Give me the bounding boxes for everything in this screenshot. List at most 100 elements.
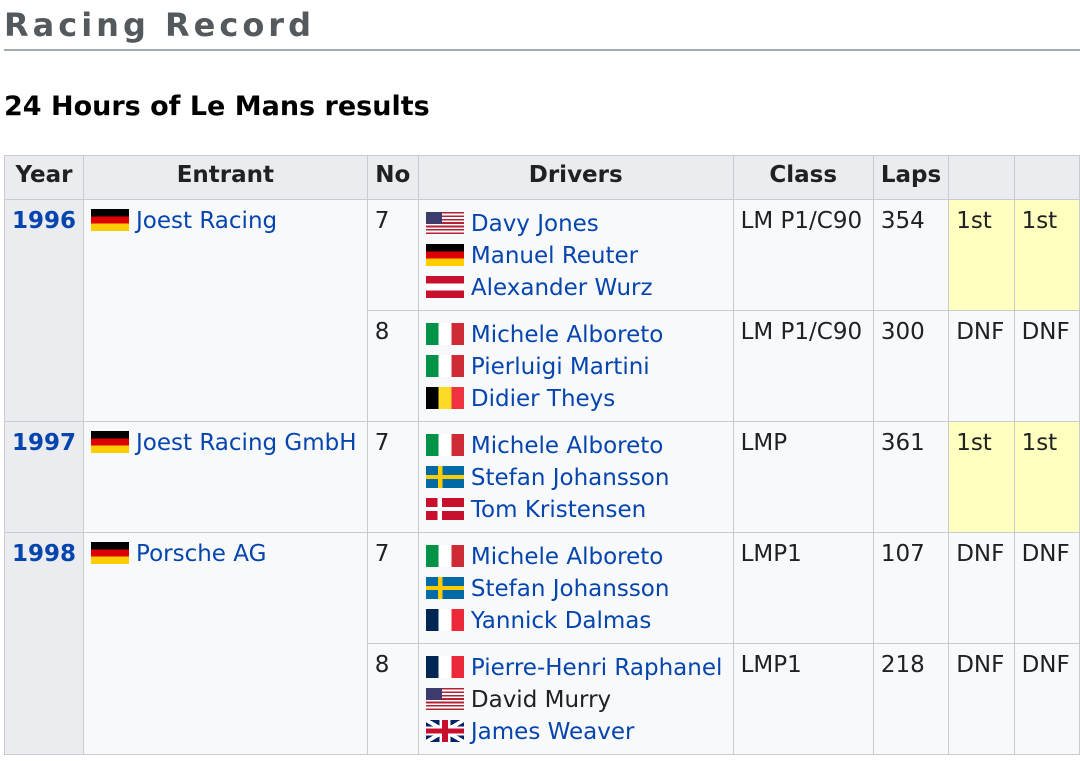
entrant-link[interactable]: Joest Racing	[136, 208, 278, 234]
driver-item: Pierre-Henri Raphanel	[425, 652, 726, 684]
germany-flag-icon	[91, 431, 130, 453]
driver-link[interactable]: James Weaver	[470, 719, 635, 745]
header-no: No	[366, 155, 419, 200]
france-flag-icon	[425, 656, 464, 678]
driver-item: Alexander Wurz	[425, 272, 726, 304]
germany-flag-icon	[91, 542, 130, 564]
position-cell: 1st	[948, 199, 1015, 311]
belgium-flag-icon	[425, 387, 464, 409]
driver-link[interactable]: Michele Alboreto	[470, 322, 664, 348]
class-position-cell: 1st	[1013, 199, 1080, 311]
laps-cell: 107	[872, 532, 950, 644]
class-cell: LM P1/C90	[732, 199, 874, 311]
driver-link[interactable]: Tom Kristensen	[470, 497, 647, 523]
driver-item: Michele Alboreto	[425, 430, 726, 462]
header-entrant: Entrant	[83, 155, 368, 200]
driver-link[interactable]: Michele Alboreto	[470, 433, 664, 459]
class-position-cell: DNF	[1013, 532, 1080, 644]
entrant-link[interactable]: Porsche AG	[136, 541, 267, 567]
class-cell: LMP1	[732, 532, 874, 644]
driver-item: David Murry	[425, 684, 726, 716]
driver-item: Pierluigi Martini	[425, 351, 726, 383]
laps-cell: 218	[872, 643, 950, 755]
year-cell: 1996	[3, 199, 85, 422]
subsection-title: 24 Hours of Le Mans results	[4, 91, 430, 122]
drivers-cell: Michele Alboreto Stefan Johansson Tom Kris…	[417, 421, 734, 533]
italy-flag-icon	[425, 323, 464, 345]
italy-flag-icon	[425, 434, 464, 456]
position-cell: 1st	[948, 421, 1015, 533]
laps-cell: 300	[872, 310, 950, 422]
year-link[interactable]: 1997	[12, 430, 77, 456]
class-cell: LMP1	[732, 643, 874, 755]
car-number: 7	[366, 421, 419, 533]
italy-flag-icon	[425, 545, 464, 567]
driver-link[interactable]: Alexander Wurz	[470, 275, 653, 301]
driver-link[interactable]: Pierre-Henri Raphanel	[470, 655, 723, 681]
denmark-flag-icon	[425, 498, 464, 520]
driver-link[interactable]: Stefan Johansson	[470, 576, 670, 602]
driver-item: Michele Alboreto	[425, 319, 726, 351]
year-cell: 1997	[3, 421, 85, 533]
entrant-cell: Porsche AG	[83, 532, 368, 755]
sweden-flag-icon	[425, 577, 464, 599]
driver-item: Stefan Johansson	[425, 462, 726, 494]
drivers-cell: Michele Alboreto Stefan Johansson Yannick …	[417, 532, 734, 644]
car-number: 7	[366, 532, 419, 644]
table-row: 1998 Porsche AG 7 Michele Alboreto Stefan Jo…	[3, 532, 1080, 755]
year-link[interactable]: 1998	[12, 541, 77, 567]
germany-flag-icon	[91, 209, 130, 231]
position-cell: DNF	[948, 532, 1015, 644]
table-header-row: Year Entrant No Drivers Class Laps	[3, 155, 1080, 200]
position-cell: DNF	[948, 643, 1015, 755]
header-year: Year	[3, 155, 85, 200]
section-title: Racing Record	[4, 6, 315, 44]
germany-flag-icon	[425, 244, 464, 266]
driver-link[interactable]: Davy Jones	[470, 211, 599, 237]
driver-link[interactable]: Manuel Reuter	[470, 243, 639, 269]
table-row: 8 Pierre-Henri Raphanel David Murry James W…	[5, 643, 1080, 755]
class-position-cell: DNF	[1013, 643, 1080, 755]
class-cell: LM P1/C90	[732, 310, 874, 422]
uk-flag-icon	[425, 720, 464, 742]
driver-link[interactable]: Stefan Johansson	[470, 465, 670, 491]
drivers-cell: Michele Alboreto Pierluigi Martini Didier …	[417, 310, 734, 422]
laps-cell: 361	[872, 421, 950, 533]
driver-link[interactable]: Didier Theys	[470, 386, 616, 412]
sweden-flag-icon	[425, 466, 464, 488]
class-position-cell: 1st	[1013, 421, 1080, 533]
position-cell: DNF	[948, 310, 1015, 422]
table-row: 1996 Joest Racing 7 Davy Jones Manuel Reuter…	[3, 199, 1080, 422]
header-position	[948, 155, 1015, 200]
le-mans-results-table: Year Entrant No Drivers Class Laps 1996 Joest …	[3, 155, 1080, 755]
driver-item: Didier Theys	[425, 383, 726, 415]
header-class: Class	[732, 155, 874, 200]
entrant-link[interactable]: Joest Racing GmbH	[136, 430, 357, 456]
austria-flag-icon	[425, 276, 464, 298]
drivers-cell: Davy Jones Manuel Reuter Alexander Wurz	[417, 199, 734, 311]
driver-item: Michele Alboreto	[425, 541, 726, 573]
driver-item: Stefan Johansson	[425, 573, 726, 605]
header-drivers: Drivers	[417, 155, 734, 200]
entrant-cell: Joest Racing GmbH	[83, 421, 368, 533]
driver-link[interactable]: Michele Alboreto	[470, 544, 664, 570]
usa-flag-icon	[425, 212, 464, 234]
driver-link[interactable]: Yannick Dalmas	[470, 608, 652, 634]
laps-cell: 354	[872, 199, 950, 311]
italy-flag-icon	[425, 355, 464, 377]
class-cell: LMP	[732, 421, 874, 533]
driver-item: Davy Jones	[425, 208, 726, 240]
class-position-cell: DNF	[1013, 310, 1080, 422]
section-divider	[4, 49, 1080, 51]
car-number: 8	[366, 310, 419, 422]
driver-name: David Murry	[470, 687, 612, 713]
france-flag-icon	[425, 609, 464, 631]
year-link[interactable]: 1996	[12, 208, 77, 234]
driver-item: Tom Kristensen	[425, 494, 726, 526]
year-cell: 1998	[3, 532, 85, 755]
driver-link[interactable]: Pierluigi Martini	[470, 354, 650, 380]
entrant-cell: Joest Racing	[83, 199, 368, 422]
drivers-cell: Pierre-Henri Raphanel David Murry James We…	[417, 643, 734, 755]
car-number: 7	[366, 199, 419, 311]
table-row: 8 Michele Alboreto Pierluigi Martini Didier…	[5, 310, 1080, 422]
